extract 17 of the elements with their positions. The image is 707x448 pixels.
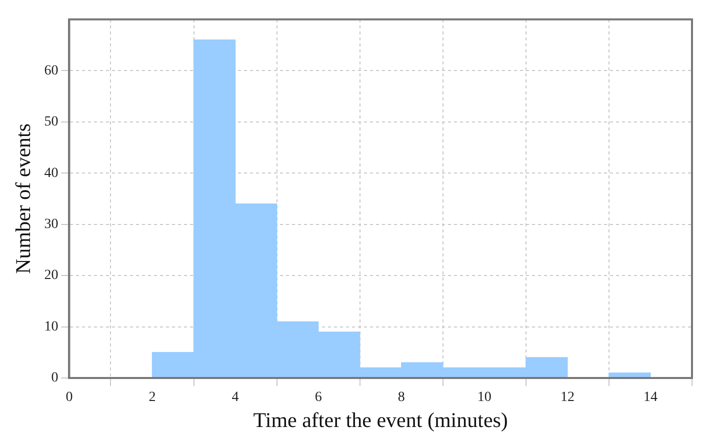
y-tick-label: 20 — [44, 268, 58, 284]
x-tick-label: 0 — [66, 390, 73, 406]
y-tick-label: 30 — [44, 216, 58, 232]
y-axis-title: Number of events — [11, 123, 36, 274]
x-tick-label: 14 — [643, 390, 658, 406]
x-tick-label: 2 — [148, 390, 156, 406]
x-tick-label: 4 — [232, 390, 239, 406]
x-tick-label: 10 — [477, 390, 492, 406]
y-tick-label: 60 — [44, 63, 58, 78]
x-axis-title: Time after the event (minutes) — [253, 408, 508, 432]
x-tick-label: 8 — [398, 390, 405, 406]
y-tick-label: 50 — [44, 114, 58, 130]
x-tick-label: 6 — [314, 390, 322, 406]
y-tick-label: 40 — [44, 166, 58, 181]
x-tick-label: 12 — [560, 390, 574, 406]
y-tick-label: 0 — [51, 370, 58, 386]
y-tick-label: 10 — [44, 319, 58, 334]
